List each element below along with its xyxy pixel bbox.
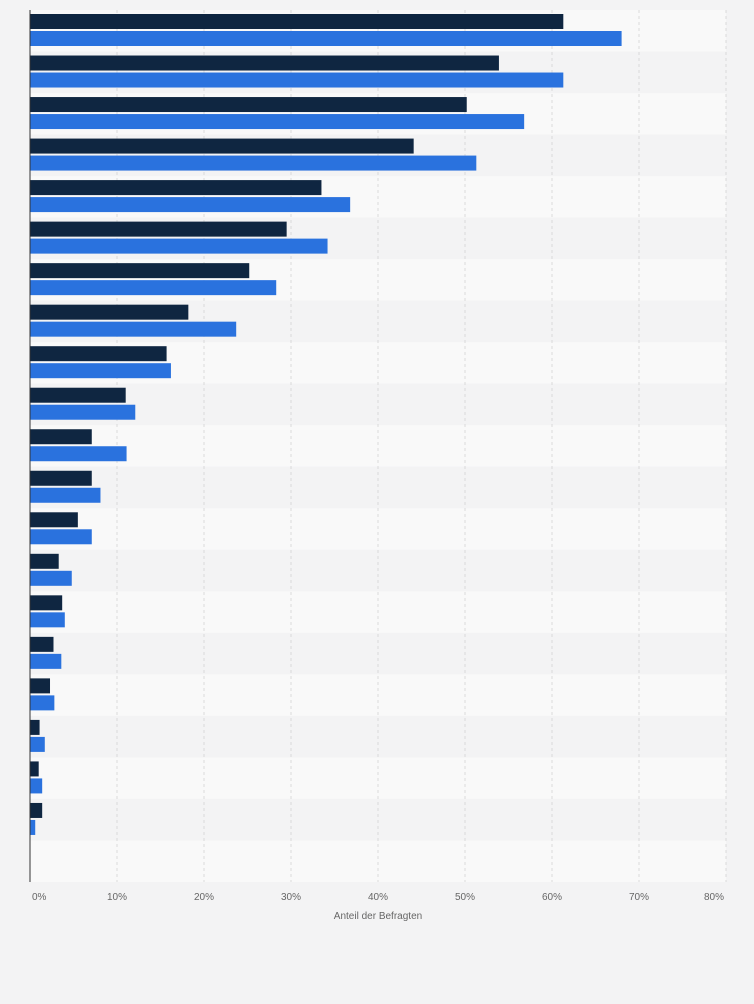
x-axis-label: Anteil der Befragten — [334, 911, 422, 922]
x-tick-label: 10% — [107, 892, 127, 903]
bar-series-2[interactable] — [30, 446, 127, 462]
bar-series-1[interactable] — [30, 180, 322, 196]
bar-series-2[interactable] — [30, 363, 171, 379]
bar-series-2[interactable] — [30, 114, 525, 130]
bar-series-2[interactable] — [30, 570, 72, 586]
bar-series-2[interactable] — [30, 487, 101, 503]
bar-series-1[interactable] — [30, 387, 126, 403]
bar-series-1[interactable] — [30, 470, 92, 486]
x-tick-label: 60% — [542, 892, 562, 903]
bar-series-1[interactable] — [30, 678, 51, 694]
bar-series-1[interactable] — [30, 429, 92, 445]
bar-series-1[interactable] — [30, 55, 499, 71]
bar-series-2[interactable] — [30, 280, 277, 296]
bar-series-2[interactable] — [30, 695, 55, 711]
bar-series-1[interactable] — [30, 138, 414, 154]
bars — [30, 14, 622, 835]
bar-series-2[interactable] — [30, 736, 45, 752]
bar-series-2[interactable] — [30, 321, 237, 337]
bar-series-2[interactable] — [30, 778, 43, 794]
bar-series-2[interactable] — [30, 197, 351, 213]
bar-series-2[interactable] — [30, 612, 65, 628]
bar-series-2[interactable] — [30, 31, 622, 46]
bar-series-1[interactable] — [30, 263, 250, 279]
x-tick-labels: 0% 10% 20% 30% 40% 50% 60% 70% 80% — [32, 892, 724, 903]
bar-series-1[interactable] — [30, 512, 78, 528]
x-tick-label: 20% — [194, 892, 214, 903]
x-tick-label: 0% — [32, 892, 47, 903]
bar-series-1[interactable] — [30, 595, 63, 611]
gridlines — [116, 10, 727, 882]
x-tick-label: 30% — [281, 892, 301, 903]
bar-series-1[interactable] — [30, 802, 43, 818]
x-tick-label: 50% — [455, 892, 475, 903]
bar-series-2[interactable] — [30, 238, 328, 254]
bar-series-2[interactable] — [30, 155, 477, 171]
x-tick-label: 70% — [629, 892, 649, 903]
bar-series-1[interactable] — [30, 346, 167, 362]
bar-series-2[interactable] — [30, 72, 564, 88]
bar-series-1[interactable] — [30, 14, 564, 29]
x-tick-label: 40% — [368, 892, 388, 903]
bar-series-2[interactable] — [30, 404, 136, 420]
bar-series-2[interactable] — [30, 653, 62, 669]
bar-series-1[interactable] — [30, 97, 467, 113]
bar-series-1[interactable] — [30, 761, 39, 777]
bar-series-1[interactable] — [30, 221, 287, 237]
bar-series-1[interactable] — [30, 304, 189, 320]
bar-series-2[interactable] — [30, 819, 36, 835]
bar-series-1[interactable] — [30, 719, 40, 735]
bar-series-1[interactable] — [30, 636, 54, 652]
x-tick-label: 80% — [704, 892, 724, 903]
bar-series-2[interactable] — [30, 529, 92, 545]
bar-series-1[interactable] — [30, 553, 59, 569]
